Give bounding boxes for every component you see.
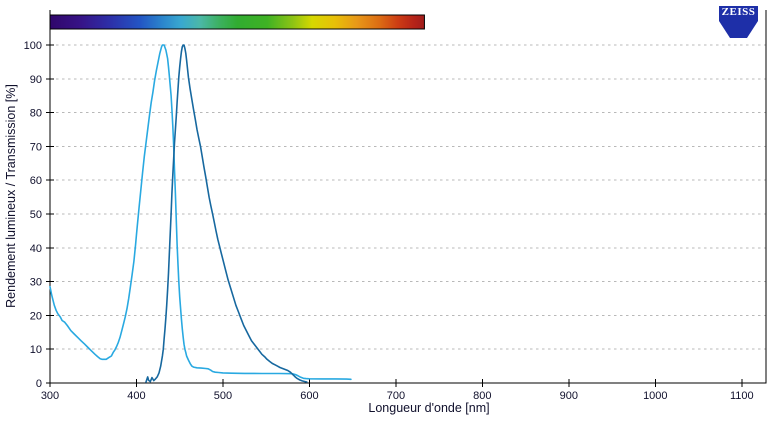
y-tick-label: 70 xyxy=(30,141,42,153)
x-tick-label: 400 xyxy=(127,390,145,402)
x-tick-label: 1000 xyxy=(643,390,667,402)
zeiss-logo: ZEISS xyxy=(719,6,758,38)
y-tick-label: 30 xyxy=(30,277,42,289)
spectrum-bar xyxy=(49,14,425,30)
x-tick-label: 800 xyxy=(473,390,491,402)
axis-frame xyxy=(49,10,767,384)
x-tick-label: 500 xyxy=(214,390,232,402)
zeiss-logo-text: ZEISS xyxy=(721,6,756,18)
x-tick-label: 900 xyxy=(560,390,578,402)
zeiss-lens-icon xyxy=(719,21,758,38)
y-tick-label: 100 xyxy=(24,40,42,52)
y-tick-label: 0 xyxy=(36,378,42,390)
x-tick-label: 700 xyxy=(387,390,405,402)
x-tick-label: 300 xyxy=(41,390,59,402)
y-axis-label: Rendement lumineux / Transmission [%] xyxy=(4,84,18,308)
y-tick-label: 60 xyxy=(30,175,42,187)
y-tick-label: 80 xyxy=(30,108,42,120)
x-axis-label: Longueur d'onde [nm] xyxy=(368,401,490,415)
x-tick-label: 1100 xyxy=(730,390,754,402)
x-tick-label: 600 xyxy=(300,390,318,402)
y-tick-label: 40 xyxy=(30,243,42,255)
y-tick-label: 20 xyxy=(30,310,42,322)
emission-curve-dark-blue xyxy=(145,44,308,383)
transmission-curve-light-blue xyxy=(49,44,352,381)
y-tick-label: 50 xyxy=(30,209,42,221)
y-tick-label: 10 xyxy=(30,344,42,356)
y-tick-label: 90 xyxy=(30,74,42,86)
